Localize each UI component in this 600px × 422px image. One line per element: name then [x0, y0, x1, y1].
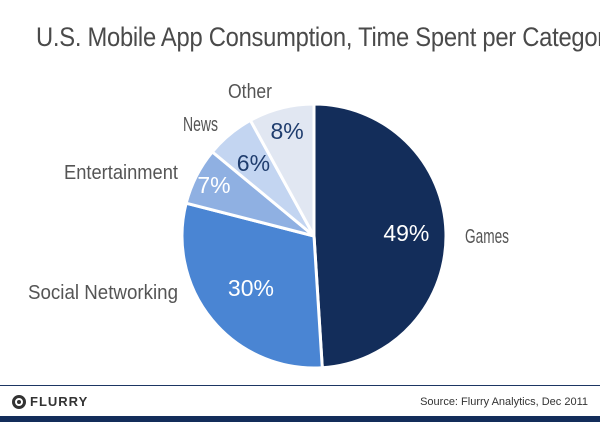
source-note: Source: Flurry Analytics, Dec 2011 — [420, 396, 588, 408]
flurry-logo-icon — [12, 394, 26, 409]
category-label: Other — [228, 81, 272, 103]
pie-slice-games — [312, 102, 448, 370]
chart-title: U.S. Mobile App Consumption, Time Spent … — [36, 22, 600, 52]
pie-slice-social-networking — [180, 201, 324, 370]
slice-value-label: 49% — [383, 220, 429, 246]
pie-slice-other — [248, 102, 316, 237]
category-label: Social Networking — [28, 282, 178, 304]
category-label: News — [183, 114, 218, 136]
slice-value-label: 8% — [270, 118, 303, 144]
slice-value-label: 30% — [228, 275, 274, 301]
category-label: Entertainment — [64, 162, 178, 184]
category-label: Games — [465, 226, 509, 248]
slice-value-label: 7% — [197, 172, 230, 198]
flurry-logo: FLURRY — [12, 394, 88, 409]
footer-band — [0, 416, 600, 422]
footer-divider — [0, 385, 600, 386]
slice-value-label: 6% — [237, 150, 270, 176]
logo-text: FLURRY — [30, 394, 89, 409]
